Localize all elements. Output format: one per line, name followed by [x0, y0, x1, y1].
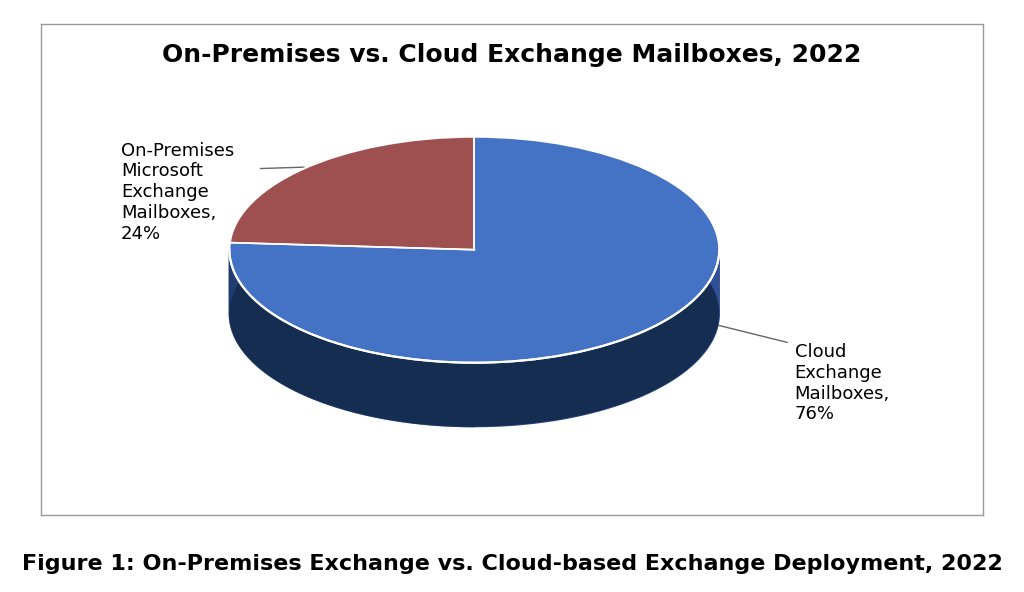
Polygon shape — [229, 249, 474, 427]
Text: On-Premises
Microsoft
Exchange
Mailboxes,
24%: On-Premises Microsoft Exchange Mailboxes… — [121, 141, 234, 243]
Ellipse shape — [229, 201, 719, 427]
Text: Figure 1: On-Premises Exchange vs. Cloud-based Exchange Deployment, 2022: Figure 1: On-Premises Exchange vs. Cloud… — [22, 554, 1002, 574]
Polygon shape — [229, 249, 719, 427]
Polygon shape — [229, 137, 474, 250]
Polygon shape — [229, 137, 719, 363]
Text: On-Premises vs. Cloud Exchange Mailboxes, 2022: On-Premises vs. Cloud Exchange Mailboxes… — [163, 43, 861, 67]
Text: Cloud
Exchange
Mailboxes,
76%: Cloud Exchange Mailboxes, 76% — [795, 343, 890, 423]
